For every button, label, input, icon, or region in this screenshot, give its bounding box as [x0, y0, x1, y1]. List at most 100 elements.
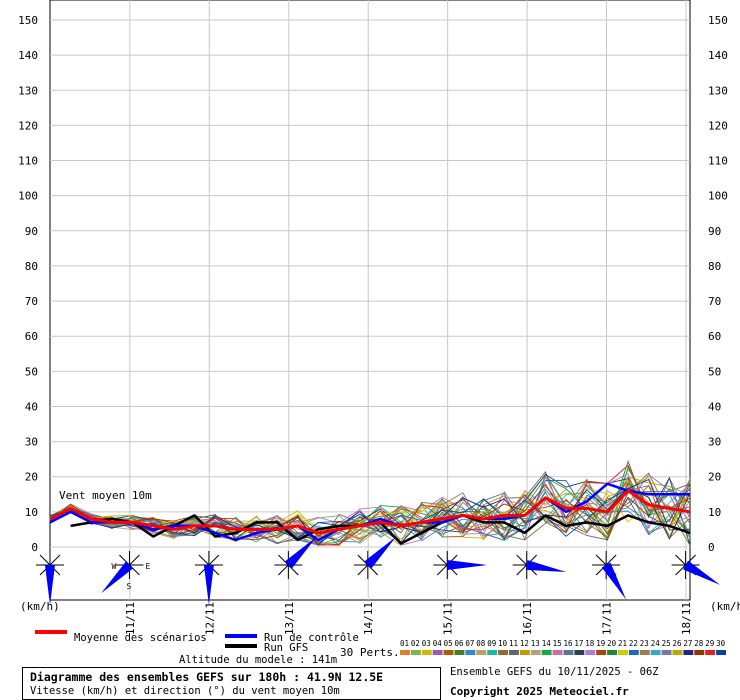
member-swatch	[465, 650, 476, 655]
member-id: 25	[662, 639, 671, 648]
member-id: 08	[476, 639, 486, 648]
member-swatch	[421, 650, 432, 655]
y-tick-label-left: 130	[18, 84, 38, 97]
footer-ensemble: Ensemble GEFS du 10/11/2025 - 06Z	[450, 666, 659, 678]
member-swatch	[628, 650, 639, 655]
member-swatch	[552, 650, 563, 655]
member-swatch	[650, 650, 661, 655]
member-swatch	[400, 650, 410, 655]
member-swatch	[585, 650, 596, 655]
member-swatch	[519, 650, 530, 655]
member-swatch	[574, 650, 585, 655]
member-id: 02	[411, 639, 420, 648]
x-tick-label: 18/11	[680, 602, 693, 635]
series-line-1	[49, 482, 690, 542]
member-swatch	[476, 650, 487, 655]
y-tick-label-left: 110	[18, 155, 38, 168]
y-tick-label-left: 80	[25, 260, 38, 273]
member-id: 17	[574, 639, 583, 648]
member-swatch	[618, 650, 628, 655]
y-tick-label-right: 150	[708, 14, 728, 27]
member-id: 21	[618, 639, 627, 648]
wind-arrow	[447, 560, 488, 570]
wind-arrow	[284, 536, 317, 569]
y-tick-label-right: 10	[708, 506, 721, 519]
footer-title: Diagramme des ensembles GEFS sur 180h : …	[30, 670, 384, 684]
x-axis: 11/11 12/11 13/11 14/11 15/11 16/11 17/11 18/11	[124, 602, 693, 635]
member-swatch	[563, 650, 574, 655]
footer-copyright: Copyright 2025 Meteociel.fr	[450, 685, 629, 698]
plot-frame	[49, 0, 691, 601]
y-tick-label-right: 120	[708, 119, 728, 132]
member-id: 16	[564, 639, 574, 648]
member-id: 24	[651, 639, 661, 648]
member-swatch	[705, 650, 716, 655]
y-tick-label-left: 50	[25, 365, 38, 378]
y-tick-label-right: 30	[708, 436, 721, 449]
member-swatch	[683, 650, 694, 655]
legend-label: Run de contrôle	[264, 632, 359, 644]
y-tick-label-right: 40	[708, 400, 721, 413]
x-tick-label: 13/11	[283, 602, 296, 635]
member-swatch	[509, 650, 519, 655]
member-swatch	[661, 650, 672, 655]
y-tick-label-left: 140	[18, 49, 38, 62]
compass-e: E	[145, 562, 150, 571]
member-id: 15	[553, 639, 562, 648]
wind-rose	[671, 551, 721, 585]
y-tick-label-right: 100	[708, 190, 728, 203]
annotation-vent-moyen: Vent moyen 10m	[59, 489, 152, 502]
y-tick-label-left: 100	[18, 190, 38, 203]
y-tick-label-left: 0	[31, 541, 38, 554]
wind-rose	[433, 551, 488, 579]
member-swatch	[541, 650, 552, 655]
x-tick-label: 17/11	[601, 602, 614, 635]
member-swatch	[716, 650, 726, 655]
member-id: 30	[716, 639, 726, 648]
y-tick-label-left: 60	[25, 330, 38, 343]
wind-arrow	[601, 562, 627, 600]
y-tick-label-right: 70	[708, 295, 721, 308]
y-tick-label-right: 20	[708, 471, 721, 484]
member-id: 19	[596, 639, 605, 648]
ensemble-line	[49, 473, 691, 546]
member-swatch	[454, 650, 465, 655]
y-tick-label-left: 150	[18, 14, 38, 27]
legend-label: Run GFS	[264, 642, 308, 654]
y-tick-label-left: 10	[25, 506, 38, 519]
member-id: 07	[465, 639, 474, 648]
compass-w: W	[111, 562, 116, 571]
y-tick-label-left: 70	[25, 295, 38, 308]
member-id: 27	[683, 639, 692, 648]
x-tick-label: 16/11	[521, 602, 534, 635]
member-id: 22	[629, 639, 638, 648]
legend-label: Moyenne des scénarios	[74, 632, 207, 644]
series-line-0	[49, 489, 691, 535]
member-swatch	[639, 650, 650, 655]
y-tick-label-right: 60	[708, 330, 721, 343]
wind-rose	[274, 536, 317, 579]
wind-rose	[353, 536, 397, 579]
y-tick-label-left: 20	[25, 471, 38, 484]
member-id: 09	[487, 639, 496, 648]
members-label: 30 Perts.	[340, 646, 400, 659]
wind-rose	[194, 551, 223, 605]
footer-altitude: Altitude du modele : 141m	[179, 654, 338, 666]
y-tick-label-right: 0	[708, 541, 715, 554]
footer-subtitle: Vitesse (km/h) et direction (°) du vent …	[30, 685, 340, 697]
y-tick-label-right: 50	[708, 365, 721, 378]
member-id: 29	[705, 639, 714, 648]
unit-left: (km/h)	[20, 600, 60, 613]
member-id: 10	[498, 639, 508, 648]
y-tick-label-left: 30	[25, 436, 38, 449]
y-tick-label-left: 120	[18, 119, 38, 132]
y-tick-label-right: 140	[708, 49, 728, 62]
wind-rose	[512, 551, 567, 579]
member-id: 23	[640, 639, 649, 648]
member-id: 11	[509, 639, 518, 648]
y-tick-label-right: 130	[708, 84, 728, 97]
member-swatch	[596, 650, 607, 655]
compass-s: S	[126, 582, 131, 591]
main-series	[49, 482, 691, 545]
wind-rose	[36, 551, 64, 605]
